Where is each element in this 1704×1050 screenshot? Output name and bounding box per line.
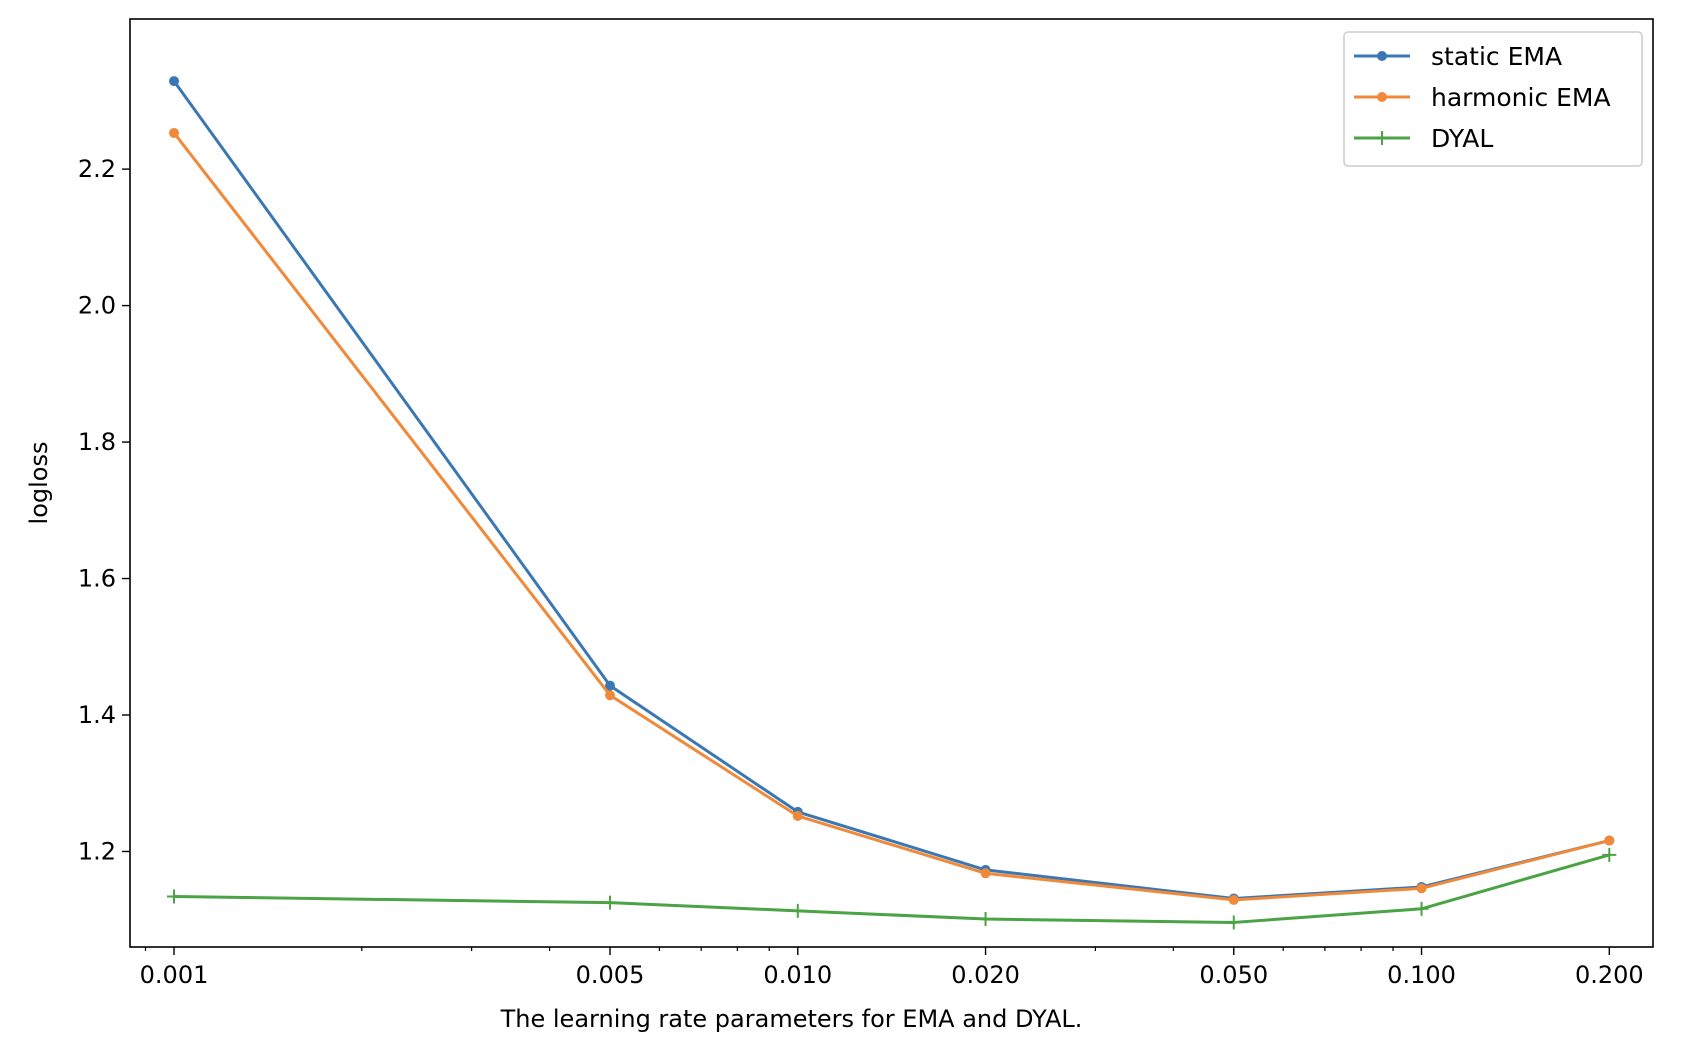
x-axis-label: The learning rate parameters for EMA and… xyxy=(500,1005,1083,1033)
data-point-dyal xyxy=(1602,847,1617,862)
data-point-harmonic-ema xyxy=(1228,894,1239,905)
legend-box xyxy=(1343,31,1643,167)
x-tick-label: 0.001 xyxy=(140,961,209,989)
legend-label: DYAL xyxy=(1431,124,1493,153)
legend-marker xyxy=(1377,51,1387,61)
legend-marker xyxy=(1375,131,1389,145)
plot-frame xyxy=(129,18,1654,948)
legend-entry-harmonic-ema: harmonic EMA xyxy=(1354,83,1611,112)
data-point-dyal xyxy=(790,903,805,918)
legend-entry-static-ema: static EMA xyxy=(1354,42,1562,71)
y-tick-label: 1.2 xyxy=(78,837,116,865)
data-point-dyal xyxy=(1226,915,1241,930)
x-tick-label: 0.005 xyxy=(576,961,645,989)
data-point-harmonic-ema xyxy=(1604,835,1615,846)
x-tick-label: 0.100 xyxy=(1387,961,1456,989)
plot-area xyxy=(167,76,1617,930)
data-point-harmonic-ema xyxy=(169,127,180,138)
y-tick-label: 1.8 xyxy=(78,428,116,456)
data-point-dyal xyxy=(1414,901,1429,916)
y-axis-label: logloss xyxy=(25,442,53,525)
data-point-harmonic-ema xyxy=(980,868,991,879)
data-point-harmonic-ema xyxy=(792,810,803,821)
x-tick-label: 0.050 xyxy=(1199,961,1268,989)
y-axis-ticks: 1.2 1.4 1.6 1.8 2.0 2.2 xyxy=(78,155,130,865)
legend-label: static EMA xyxy=(1431,42,1562,71)
data-point-static-ema xyxy=(169,76,180,87)
x-tick-label: 0.200 xyxy=(1575,961,1644,989)
y-tick-label: 2.2 xyxy=(78,155,116,183)
x-axis-ticks: 0.001 0.005 0.010 0.020 0.050 0.100 0.200 xyxy=(140,947,1644,989)
y-tick-label: 2.0 xyxy=(78,292,116,320)
data-point-dyal xyxy=(603,895,618,910)
legend: static EMA harmonic EMA DYAL xyxy=(1343,31,1643,167)
y-tick-label: 1.4 xyxy=(78,701,116,729)
y-tick-label: 1.6 xyxy=(78,565,116,593)
data-point-harmonic-ema xyxy=(605,690,616,701)
legend-entry-dyal: DYAL xyxy=(1354,124,1493,153)
data-point-harmonic-ema xyxy=(1416,883,1427,894)
x-tick-label: 0.020 xyxy=(951,961,1020,989)
data-point-static-ema xyxy=(605,680,616,691)
data-point-dyal xyxy=(978,912,993,927)
legend-label: harmonic EMA xyxy=(1431,83,1611,112)
x-tick-label: 0.010 xyxy=(763,961,832,989)
legend-marker xyxy=(1377,92,1387,102)
data-point-dyal xyxy=(167,889,182,904)
